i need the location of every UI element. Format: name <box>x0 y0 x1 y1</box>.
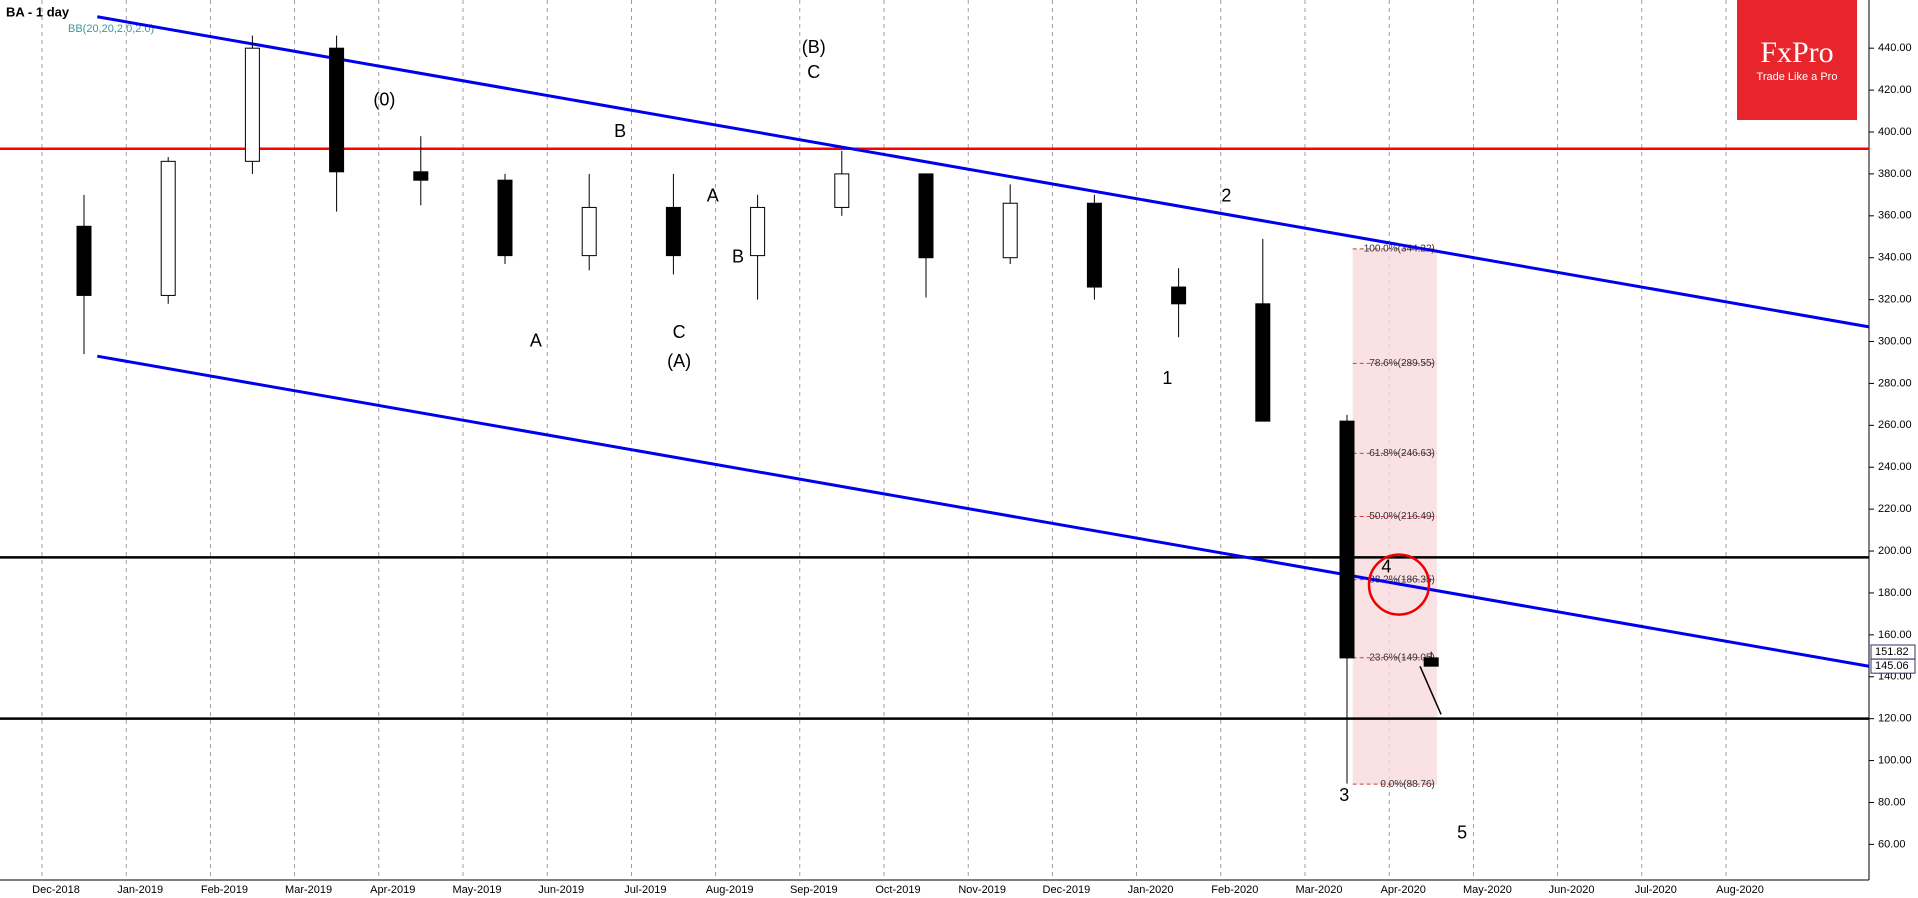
fib-label: 50.0%(216.49) <box>1369 511 1435 522</box>
x-tick-label: Mar-2020 <box>1295 884 1342 896</box>
y-tick-label: 300.00 <box>1878 335 1912 347</box>
x-tick-label: Aug-2019 <box>706 884 754 896</box>
x-tick-label: Jan-2019 <box>117 884 163 896</box>
wave-label: 4 <box>1381 557 1391 577</box>
wave-label: 3 <box>1339 785 1349 805</box>
candle-body <box>160 160 176 296</box>
x-tick-label: May-2019 <box>453 884 502 896</box>
logo-box <box>1737 0 1857 120</box>
y-tick-label: 440.00 <box>1878 42 1912 54</box>
highlight-circle <box>1367 553 1431 616</box>
wave-label: C <box>807 62 820 82</box>
x-tick-label: May-2020 <box>1463 884 1512 896</box>
wave-label: (0) <box>373 89 395 109</box>
y-tick-label: 60.00 <box>1878 838 1906 850</box>
x-tick-label: Sep-2019 <box>790 884 838 896</box>
candle-body <box>329 47 345 173</box>
chart-title: BA - 1 day <box>6 4 70 19</box>
projection <box>1419 665 1442 715</box>
y-tick-label: 240.00 <box>1878 461 1912 473</box>
y-tick-label: 400.00 <box>1878 126 1912 138</box>
candle-body <box>750 206 766 257</box>
x-tick-label: Oct-2019 <box>875 884 920 896</box>
fib-label: 23.6%(149.05) <box>1369 652 1435 663</box>
x-tick-label: Mar-2019 <box>285 884 332 896</box>
candle-body <box>1002 202 1018 259</box>
fib-label: 100.0%(344.22) <box>1364 244 1435 255</box>
candle-body <box>497 179 513 257</box>
wave-label: 2 <box>1221 186 1231 206</box>
price-label: 151.82 <box>1875 646 1909 658</box>
y-tick-label: 160.00 <box>1878 629 1912 641</box>
candle-body <box>918 173 934 259</box>
x-tick-label: Dec-2018 <box>32 884 80 896</box>
wave-label: (A) <box>667 351 691 371</box>
x-tick-label: Aug-2020 <box>1716 884 1764 896</box>
y-tick-label: 380.00 <box>1878 168 1912 180</box>
logo-name: FxPro <box>1760 36 1833 69</box>
wave-label: 5 <box>1457 823 1467 843</box>
indicator-label: BB(20,20,2.0,2.0) <box>68 23 154 35</box>
y-tick-label: 360.00 <box>1878 210 1912 222</box>
candle-body <box>1171 286 1187 305</box>
wave-label: (B) <box>802 37 826 57</box>
candle-body <box>834 173 850 208</box>
y-tick-label: 140.00 <box>1878 671 1912 683</box>
y-tick-label: 320.00 <box>1878 294 1912 306</box>
wave-label: C <box>673 322 686 342</box>
candle-body <box>1255 303 1271 422</box>
x-tick-label: Jun-2019 <box>538 884 584 896</box>
fib-label: 61.8%(246.63) <box>1369 448 1435 459</box>
wave-label: B <box>732 246 744 266</box>
price-label: 145.06 <box>1875 660 1909 672</box>
candle-body <box>665 206 681 257</box>
channel-line <box>96 15 1870 329</box>
wave-label: A <box>707 186 719 206</box>
x-tick-label: Dec-2019 <box>1043 884 1091 896</box>
y-tick-label: 120.00 <box>1878 713 1912 725</box>
x-tick-label: Jul-2019 <box>624 884 666 896</box>
x-tick-label: Apr-2019 <box>370 884 415 896</box>
wave-label: A <box>530 330 542 350</box>
y-tick-label: 200.00 <box>1878 545 1912 557</box>
x-tick-label: Jul-2020 <box>1635 884 1677 896</box>
wave-label: 1 <box>1162 368 1172 388</box>
y-tick-label: 180.00 <box>1878 587 1912 599</box>
candle-body <box>1423 657 1439 667</box>
y-tick-label: 280.00 <box>1878 377 1912 389</box>
candle-body <box>1339 420 1355 659</box>
y-tick-label: 220.00 <box>1878 503 1912 515</box>
x-tick-label: Jan-2020 <box>1128 884 1174 896</box>
candle-body <box>581 206 597 257</box>
y-tick-label: 260.00 <box>1878 419 1912 431</box>
wave-label: B <box>614 121 626 141</box>
fib-label: 78.6%(289.55) <box>1369 358 1435 369</box>
fib-label: 0.0%(88.76) <box>1380 779 1434 790</box>
y-tick-label: 340.00 <box>1878 252 1912 264</box>
logo-tagline: Trade Like a Pro <box>1757 71 1838 83</box>
price-label-box <box>1870 658 1916 674</box>
candle-body <box>244 47 260 162</box>
x-tick-label: Feb-2019 <box>201 884 248 896</box>
candle-body <box>1086 202 1102 288</box>
x-tick-label: Jun-2020 <box>1549 884 1595 896</box>
candle-body <box>413 171 429 181</box>
x-tick-label: Nov-2019 <box>958 884 1006 896</box>
y-tick-label: 80.00 <box>1878 796 1906 808</box>
y-tick-label: 420.00 <box>1878 84 1912 96</box>
x-tick-label: Apr-2020 <box>1381 884 1426 896</box>
y-tick-label: 100.00 <box>1878 754 1912 766</box>
candle-body <box>76 225 92 296</box>
fib-label: 38.2%(186.35) <box>1369 574 1435 585</box>
channel-line <box>96 354 1870 668</box>
x-tick-label: Feb-2020 <box>1211 884 1258 896</box>
